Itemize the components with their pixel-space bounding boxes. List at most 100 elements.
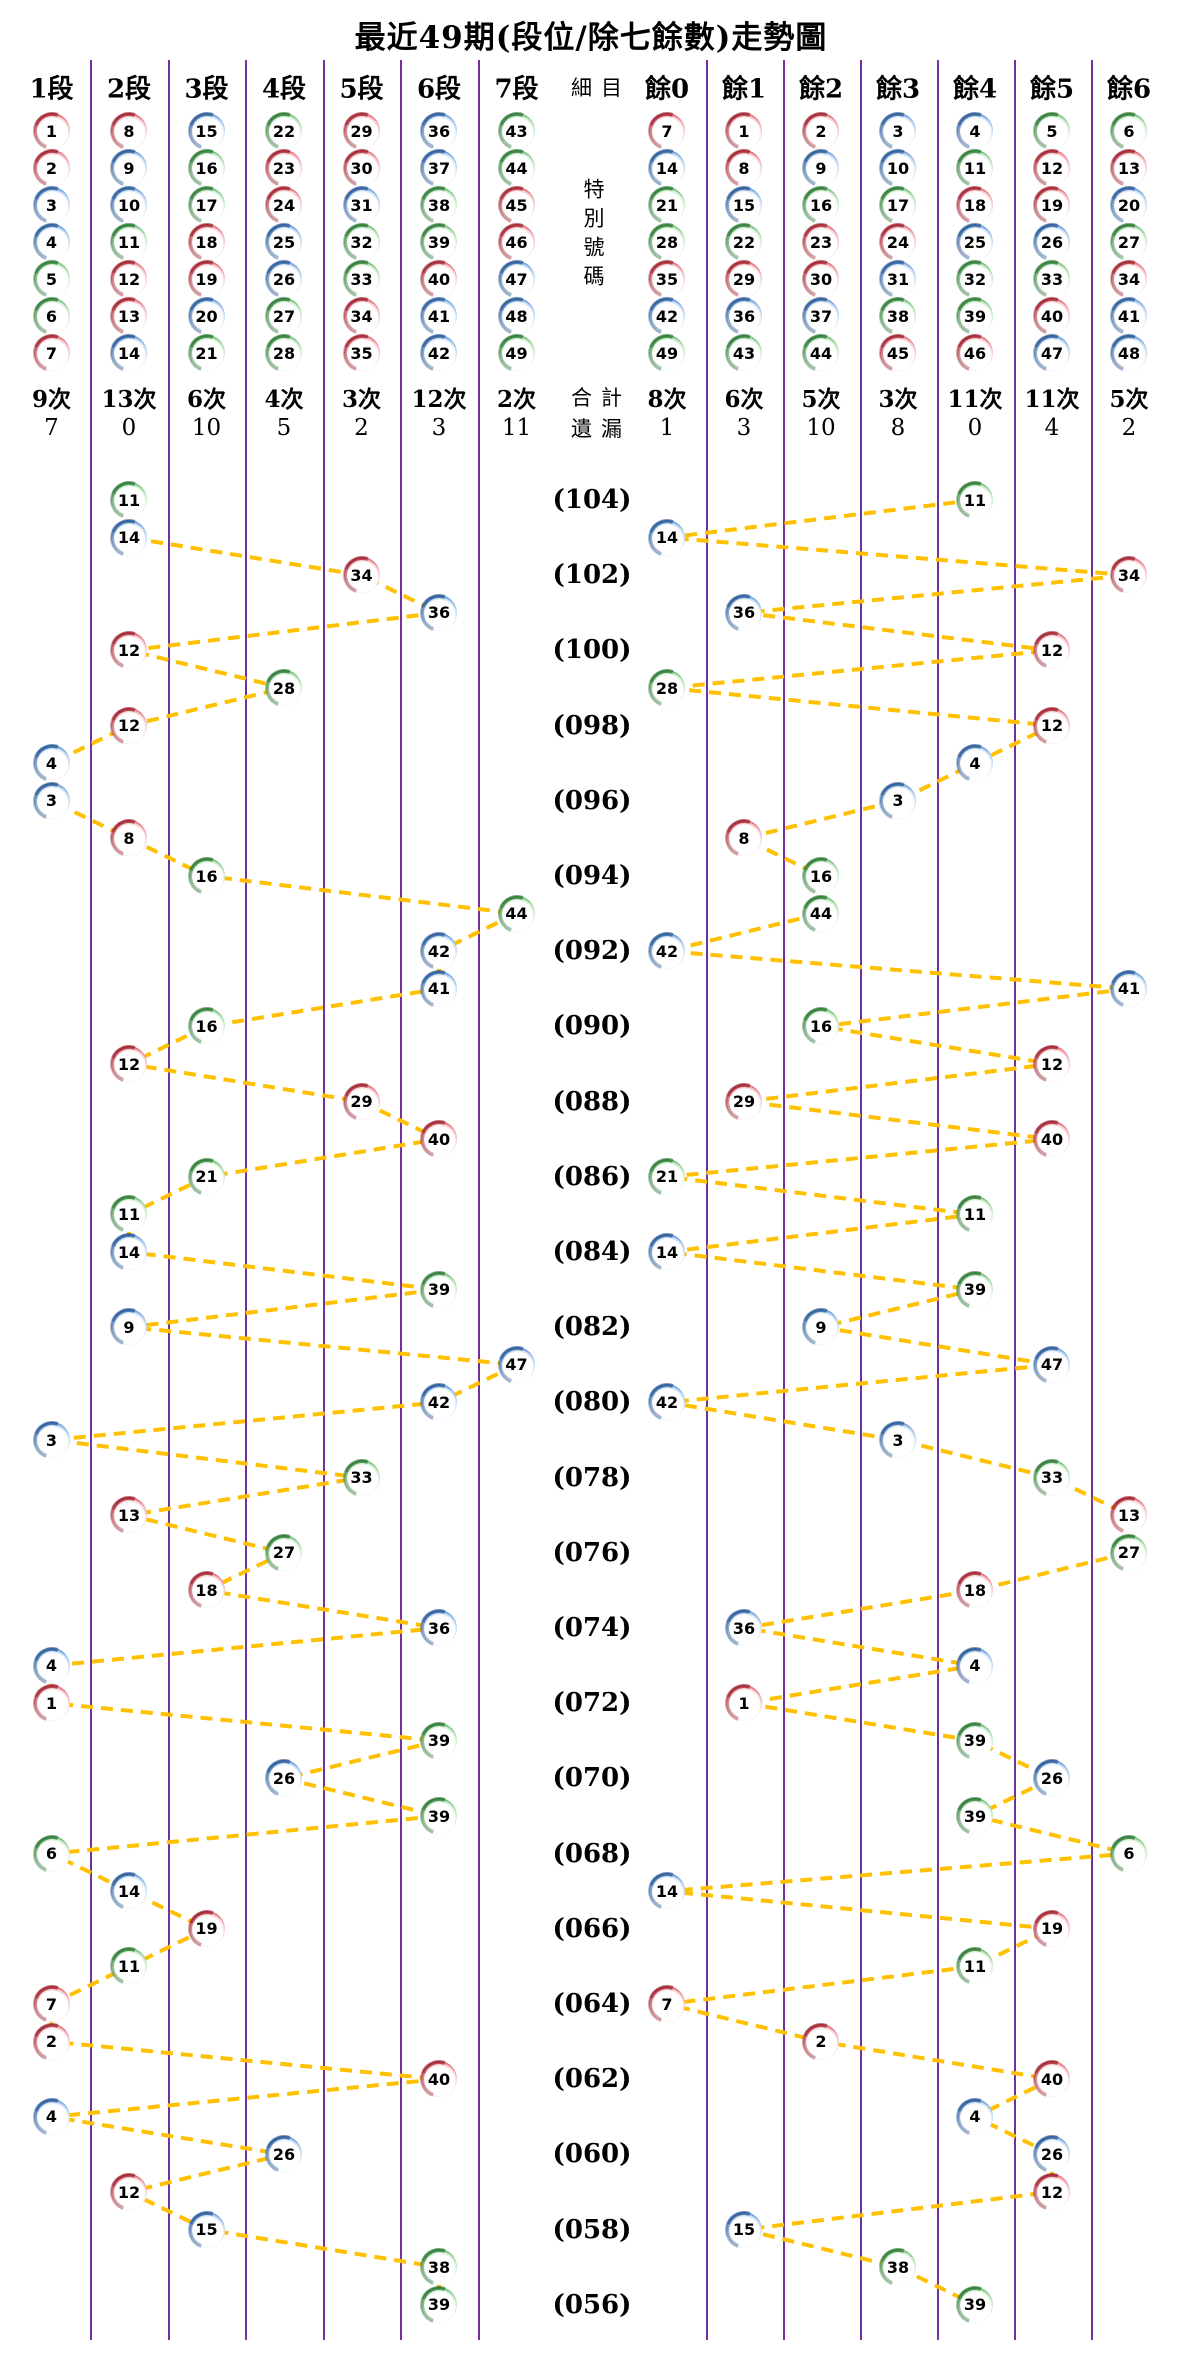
header-ball-35: 35 [649, 261, 685, 297]
header-ball-33: 33 [343, 261, 380, 297]
header-ball-4: 4 [33, 224, 70, 260]
trend-ball-right-92: 42 [649, 933, 685, 970]
trend-ball-right-82: 9 [803, 1309, 839, 1346]
column-header-right-1: 餘1 [721, 74, 767, 105]
count-cell: 3次 [878, 386, 918, 413]
miss-cell: 10 [806, 415, 836, 441]
trend-ball-right-97: 4 [957, 745, 993, 782]
header-ball-22: 22 [266, 113, 302, 149]
trend-ball-left-80: 42 [421, 1384, 457, 1421]
header-ball-37: 37 [803, 298, 839, 334]
trend-ball-right-87: 40 [1034, 1121, 1070, 1158]
trend-ball-left-64: 7 [33, 1986, 70, 2022]
header-ball-48: 48 [1111, 335, 1147, 371]
count-cell: 8次 [647, 386, 687, 413]
trend-ball-left-90: 16 [188, 1008, 225, 1045]
header-ball-48: 48 [498, 298, 535, 334]
trend-ball-right-71: 39 [957, 1722, 993, 1759]
miss-cell: 3 [736, 415, 752, 441]
period-label: (096) [552, 785, 632, 816]
page-title: 最近49期(段位/除七餘數)走勢圖 [354, 20, 828, 56]
grid-line [90, 60, 92, 2340]
trend-ball-left-71: 39 [421, 1722, 457, 1759]
trend-ball-left-97: 4 [33, 745, 70, 782]
column-header-left-7: 7段 [494, 74, 539, 105]
header-ball-28: 28 [266, 335, 302, 371]
column-header-right-3: 餘3 [875, 74, 921, 105]
trend-ball-left-87: 40 [421, 1121, 457, 1158]
trend-ball-left-92: 42 [421, 933, 457, 970]
header-ball-6: 6 [1111, 113, 1147, 149]
count-cell: 11次 [1024, 386, 1080, 413]
count-cell: 9次 [31, 386, 72, 413]
trend-ball-left-89: 12 [111, 1046, 147, 1082]
grid-line [400, 60, 402, 2340]
trend-ball-right-66: 19 [1034, 1910, 1070, 1947]
trend-ball-left-81: 47 [498, 1346, 535, 1383]
header-ball-3: 3 [33, 187, 70, 223]
trend-ball-left-93: 44 [498, 895, 535, 932]
header-ball-6: 6 [33, 298, 70, 334]
trend-ball-left-63: 2 [33, 2023, 70, 2060]
period-label: (084) [552, 1237, 632, 1267]
header-ball-15: 15 [188, 113, 225, 149]
miss-row-label: 遺漏 [571, 417, 631, 441]
trend-ball-right-100: 12 [1034, 632, 1070, 669]
trend-ball-left-74: 36 [421, 1610, 457, 1646]
trend-ball-right-102: 34 [1111, 557, 1147, 594]
trend-ball-right-104: 11 [957, 482, 993, 518]
trend-ball-left-75: 18 [188, 1572, 225, 1609]
trend-ball-left-56: 39 [421, 2286, 457, 2323]
header-ball-15: 15 [726, 187, 762, 223]
trend-ball-right-103: 14 [649, 519, 685, 556]
trend-ball-left-91: 41 [421, 970, 457, 1007]
header-ball-19: 19 [188, 261, 225, 297]
header-ball-45: 45 [498, 187, 535, 223]
period-label: (080) [552, 1387, 632, 1418]
period-label: (064) [552, 1989, 632, 2019]
header-ball-9: 9 [111, 150, 147, 186]
trend-ball-left-95: 8 [111, 820, 147, 857]
header-ball-25: 25 [266, 224, 302, 260]
header-ball-20: 20 [188, 298, 225, 334]
trend-ball-right-93: 44 [803, 895, 839, 932]
trend-ball-left-94: 16 [188, 858, 225, 894]
header-ball-30: 30 [803, 261, 839, 297]
header-ball-11: 11 [957, 150, 993, 186]
trend-ball-left-66: 19 [188, 1910, 225, 1947]
trend-ball-right-64: 7 [649, 1986, 685, 2022]
header-ball-49: 49 [498, 335, 535, 371]
trend-ball-right-90: 16 [803, 1008, 839, 1045]
trend-ball-right-81: 47 [1034, 1346, 1070, 1383]
header-ball-36: 36 [421, 113, 457, 149]
trend-ball-left-58: 15 [188, 2211, 225, 2248]
column-header-right-5: 餘5 [1029, 74, 1075, 105]
trend-ball-right-68: 6 [1111, 1835, 1147, 1872]
trend-ball-right-75: 18 [957, 1572, 993, 1609]
trend-ball-left-65: 11 [111, 1948, 147, 1985]
trend-ball-left-76: 27 [266, 1534, 302, 1571]
period-label: (082) [552, 1312, 632, 1343]
header-ball-44: 44 [498, 150, 535, 186]
trend-ball-left-57: 38 [421, 2249, 457, 2286]
period-label: (104) [552, 485, 632, 515]
grid-line [322, 60, 325, 2340]
trend-ball-right-88: 29 [726, 1083, 762, 1120]
header-ball-38: 38 [421, 187, 457, 223]
trend-ball-right-85: 11 [957, 1196, 993, 1233]
count-cell: 5次 [801, 386, 841, 413]
trend-ball-left-96: 3 [33, 782, 70, 819]
count-cell: 6次 [186, 386, 227, 413]
header-ball-18: 18 [188, 224, 225, 260]
header-ball-17: 17 [188, 187, 225, 223]
period-label: (068) [552, 1838, 632, 1869]
trend-ball-right-72: 1 [726, 1685, 762, 1722]
trend-ball-right-83: 39 [957, 1271, 993, 1308]
trend-ball-right-86: 21 [649, 1158, 685, 1195]
period-label: (070) [552, 1763, 632, 1794]
miss-cell: 2 [354, 415, 369, 441]
trend-ball-right-69: 39 [957, 1798, 993, 1834]
header-ball-23: 23 [803, 224, 839, 260]
trend-ball-right-77: 13 [1111, 1497, 1147, 1534]
header-ball-44: 44 [803, 335, 839, 371]
